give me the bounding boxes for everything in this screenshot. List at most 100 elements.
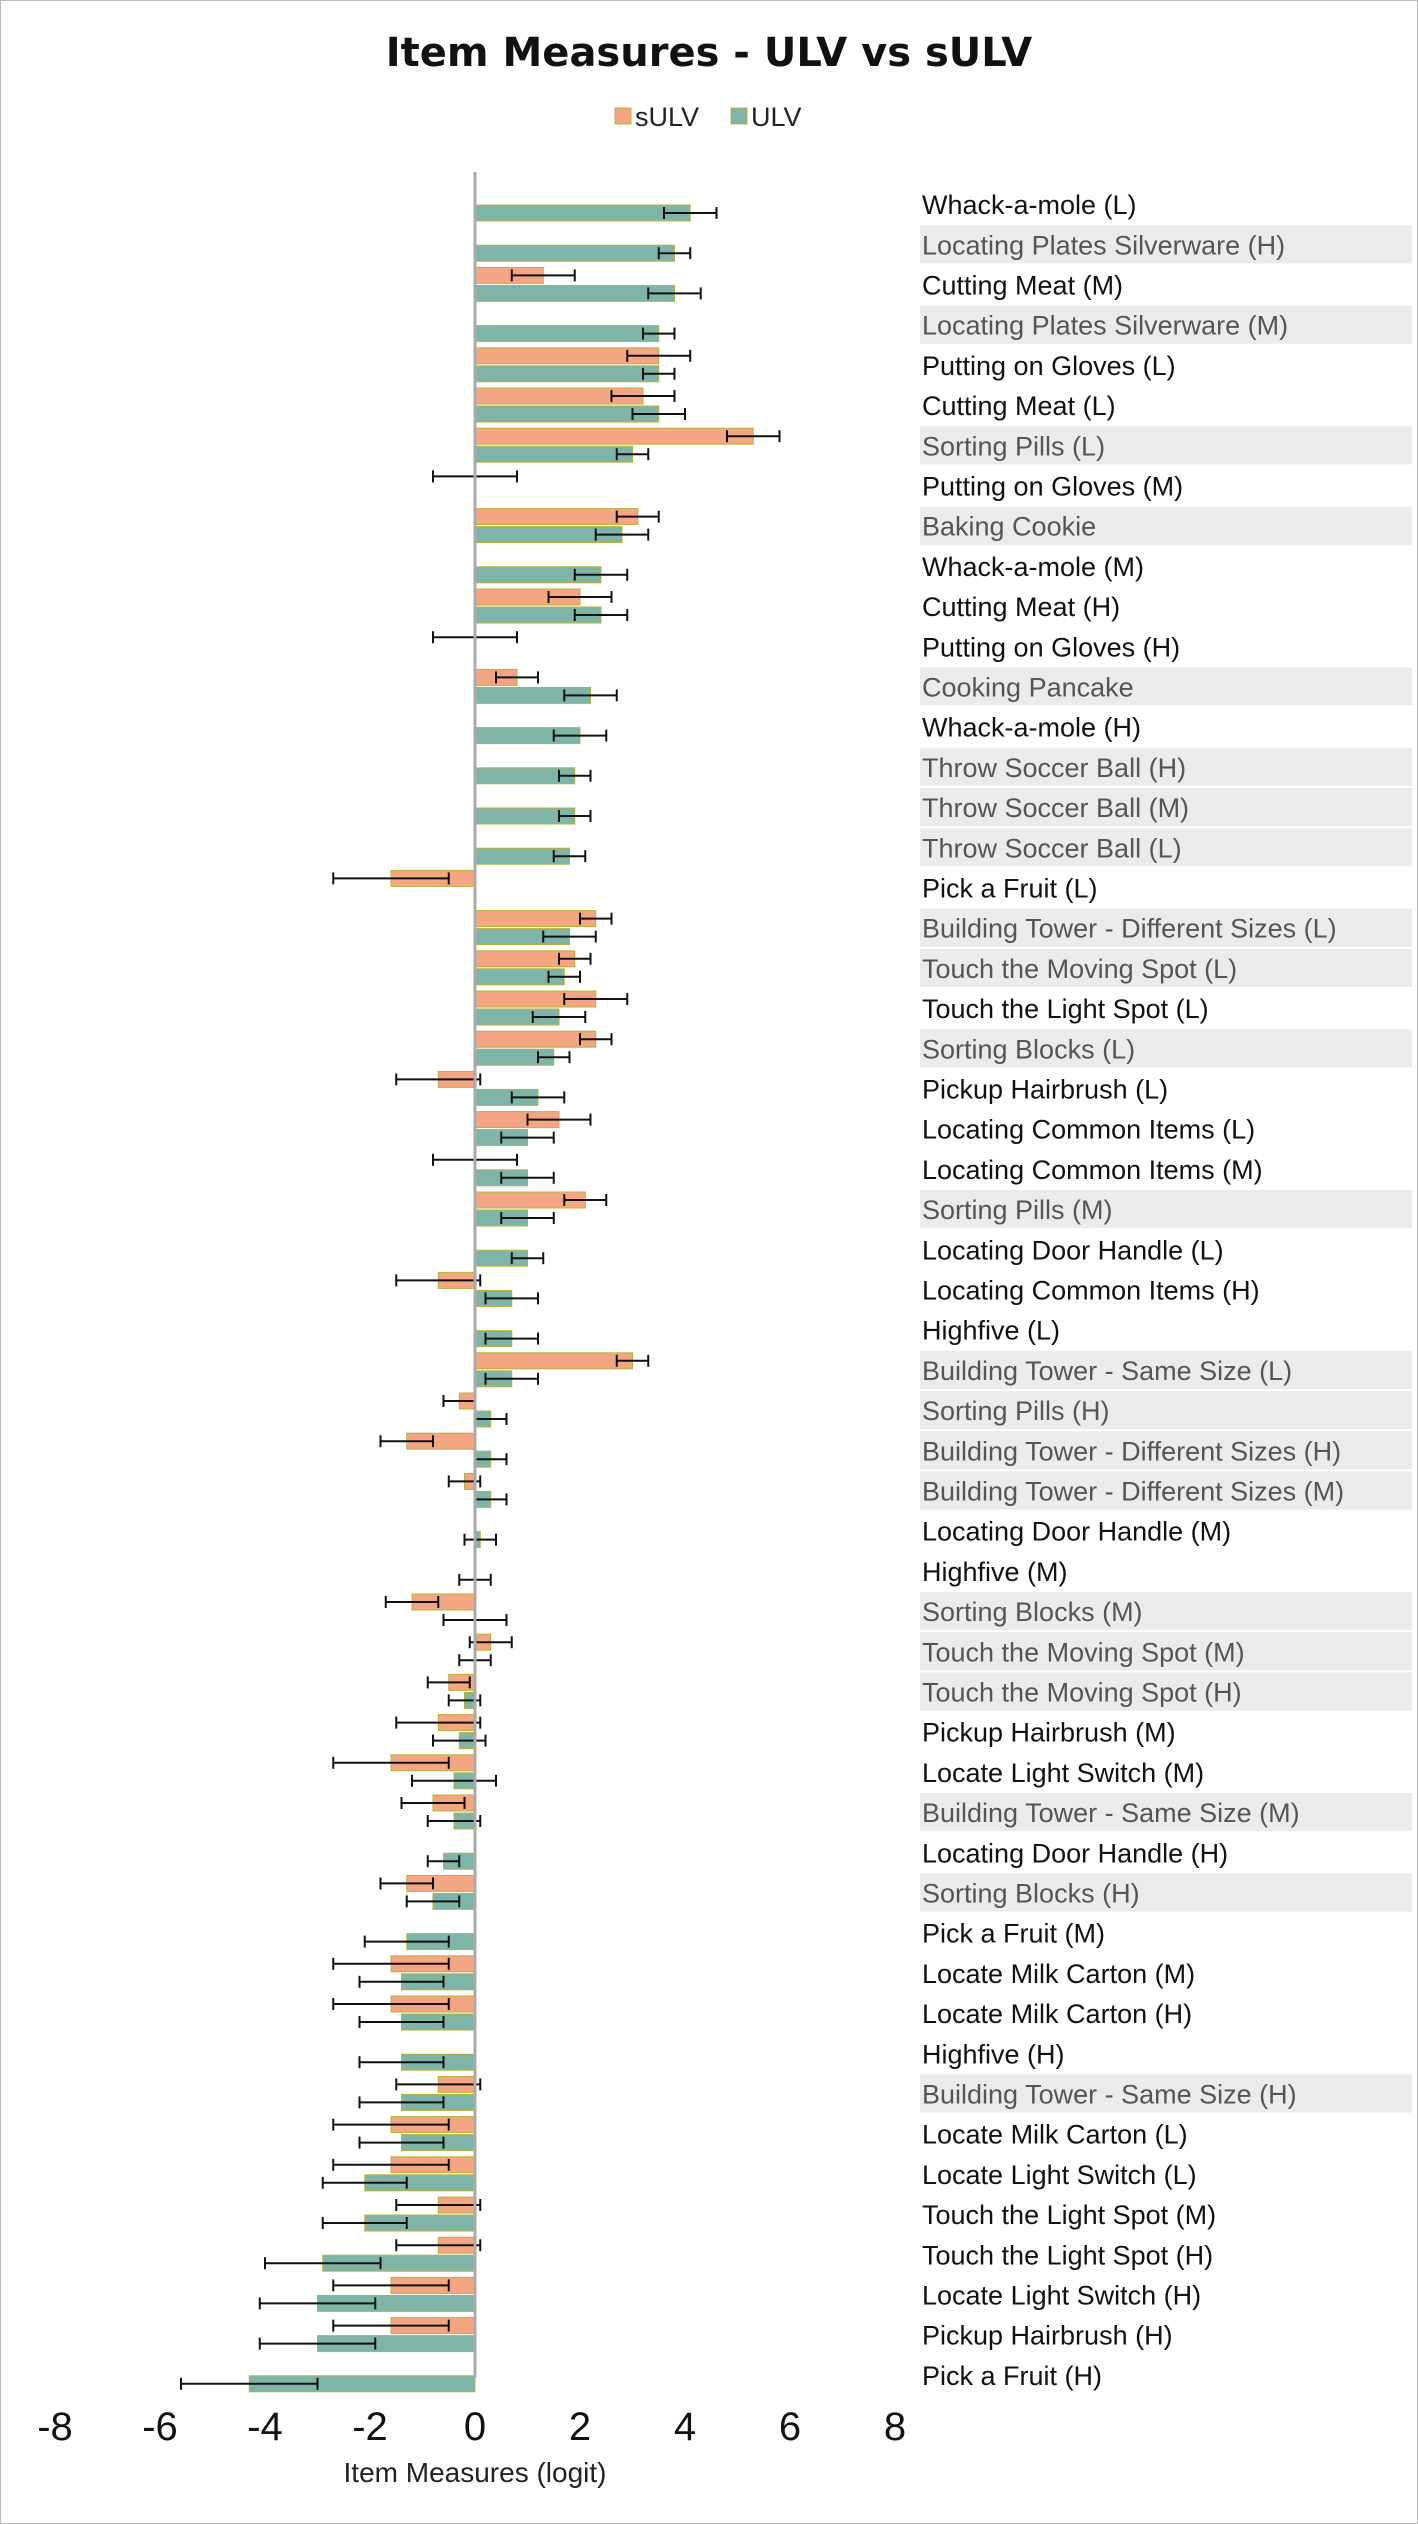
category-label: Cooking Pancake xyxy=(922,673,1134,703)
error-bar-ulv xyxy=(594,528,650,541)
category-label-bg xyxy=(920,1632,1412,1671)
category-label: Building Tower - Same Size (L) xyxy=(922,1356,1292,1386)
error-bar-ulv xyxy=(411,1774,497,1787)
error-bar-ulv xyxy=(547,970,581,983)
category-label: Locate Light Switch (L) xyxy=(922,2160,1197,2190)
category-label: Highfive (M) xyxy=(922,1557,1068,1587)
category-label-bg xyxy=(920,1431,1412,1470)
category-label: Building Tower - Different Sizes (M) xyxy=(922,1477,1344,1507)
error-bar-ulv xyxy=(432,1734,487,1747)
error-bar-ulv xyxy=(358,2056,445,2069)
error-bar-sulv xyxy=(379,1877,434,1890)
error-bar-sulv xyxy=(332,2279,450,2292)
category-label: Touch the Moving Spot (L) xyxy=(922,954,1237,984)
bar-ulv xyxy=(474,405,660,423)
error-bar-sulv xyxy=(563,1194,608,1206)
category-label-bg xyxy=(920,1190,1412,1229)
category-label-bg xyxy=(920,1592,1412,1631)
category-label: Locate Milk Carton (H) xyxy=(922,1999,1192,2029)
error-bar-sulv xyxy=(495,671,539,684)
error-bar-sulv xyxy=(395,2078,482,2091)
category-label: Putting on Gloves (L) xyxy=(922,351,1176,381)
error-bar-sulv xyxy=(332,2319,450,2332)
category-label: Pickup Hairbrush (H) xyxy=(922,2321,1173,2351)
error-bar-sulv xyxy=(563,993,629,1005)
error-bar-sulv xyxy=(579,912,613,925)
error-bar-ulv xyxy=(358,2096,445,2109)
category-label-bg xyxy=(920,1873,1412,1912)
category-label: Sorting Blocks (M) xyxy=(922,1597,1143,1627)
error-bar-ulv xyxy=(552,729,608,742)
category-label: Cutting Meat (L) xyxy=(922,391,1116,421)
x-tick-label: 6 xyxy=(779,2405,801,2449)
category-label: Locating Door Handle (L) xyxy=(922,1235,1224,1265)
chart-title: Item Measures - ULV vs sULV xyxy=(386,30,1032,76)
category-label-bg xyxy=(920,1029,1412,1068)
x-tick-labels: -8 -6 -4 -2 0 2 4 6 8 xyxy=(37,2405,906,2449)
error-bar-ulv xyxy=(542,930,597,943)
error-bar-sulv xyxy=(526,1113,592,1126)
category-label-bg xyxy=(920,747,1412,786)
category-label: Locating Common Items (H) xyxy=(922,1276,1260,1306)
category-label-backgrounds xyxy=(920,225,1412,2113)
error-bar-ulv xyxy=(258,2297,377,2310)
category-label: Touch the Light Spot (M) xyxy=(922,2200,1216,2230)
x-tick-label: -2 xyxy=(352,2405,388,2449)
category-label: Highfive (H) xyxy=(922,2039,1065,2069)
error-bar-ulv xyxy=(647,287,702,300)
error-bar-sulv xyxy=(384,1596,440,1608)
error-bar-ulv xyxy=(510,1091,566,1104)
bar-sulv xyxy=(474,1352,633,1370)
category-label-bg xyxy=(920,948,1412,987)
x-tick-label: -4 xyxy=(247,2405,283,2449)
category-label: Locate Milk Carton (L) xyxy=(922,2120,1188,2150)
category-label: Cutting Meat (H) xyxy=(922,592,1120,622)
legend-swatch-sulv xyxy=(614,107,632,125)
category-label-bg xyxy=(920,1793,1412,1832)
error-bar-ulv xyxy=(500,1212,555,1224)
category-label: Whack-a-mole (H) xyxy=(922,713,1141,743)
category-label: Touch the Light Spot (L) xyxy=(922,994,1209,1024)
category-label: Touch the Moving Spot (H) xyxy=(922,1678,1242,1708)
x-tick-label: -8 xyxy=(37,2405,73,2449)
category-label: Touch the Moving Spot (M) xyxy=(922,1637,1245,1667)
error-bar-sulv xyxy=(395,2239,482,2252)
error-bar-ulv xyxy=(405,1895,461,1908)
error-bar-sulv xyxy=(547,591,613,603)
category-label: Building Tower - Different Sizes (H) xyxy=(922,1436,1341,1466)
error-bar-sulv xyxy=(395,1073,482,1086)
category-label-bg xyxy=(920,2074,1412,2113)
category-label: Sorting Pills (H) xyxy=(922,1396,1110,1426)
legend-label-sulv: sULV xyxy=(635,102,699,132)
category-label: Sorting Pills (L) xyxy=(922,431,1105,461)
error-bar-sulv xyxy=(626,349,692,362)
category-label-bg xyxy=(920,305,1412,344)
x-axis-label: Item Measures (logit) xyxy=(344,2457,607,2488)
error-bar-sulv xyxy=(615,1354,650,1367)
x-tick-label: 4 xyxy=(674,2405,696,2449)
error-bar-sulv xyxy=(379,1435,434,1448)
legend: sULV ULV xyxy=(614,102,802,132)
category-label: Baking Cookie xyxy=(922,512,1096,542)
bar-ulv xyxy=(474,325,660,343)
category-label: Building Tower - Same Size (H) xyxy=(922,2080,1297,2110)
error-bar-ulv xyxy=(463,1533,497,1546)
error-bar-ulv xyxy=(321,2176,408,2189)
error-bar-sulv xyxy=(726,430,781,443)
bar-ulv xyxy=(474,204,691,222)
legend-label-ulv: ULV xyxy=(751,102,802,132)
error-bar-ulv xyxy=(264,2257,382,2270)
bar-ulv xyxy=(474,284,675,302)
category-label: Pickup Hairbrush (L) xyxy=(922,1075,1168,1105)
category-label: Locating Common Items (M) xyxy=(922,1155,1263,1185)
category-label: Locating Door Handle (H) xyxy=(922,1838,1228,1868)
error-bar-sulv xyxy=(332,1957,450,1970)
error-bar-ulv xyxy=(663,207,718,219)
error-bar-ulv xyxy=(500,1171,555,1184)
error-bar-ulv xyxy=(358,2016,445,2028)
category-label: Throw Soccer Ball (L) xyxy=(922,833,1182,863)
category-label-bg xyxy=(920,1391,1412,1430)
error-bar-ulv xyxy=(484,1372,539,1385)
x-tick-label: 2 xyxy=(569,2405,591,2449)
